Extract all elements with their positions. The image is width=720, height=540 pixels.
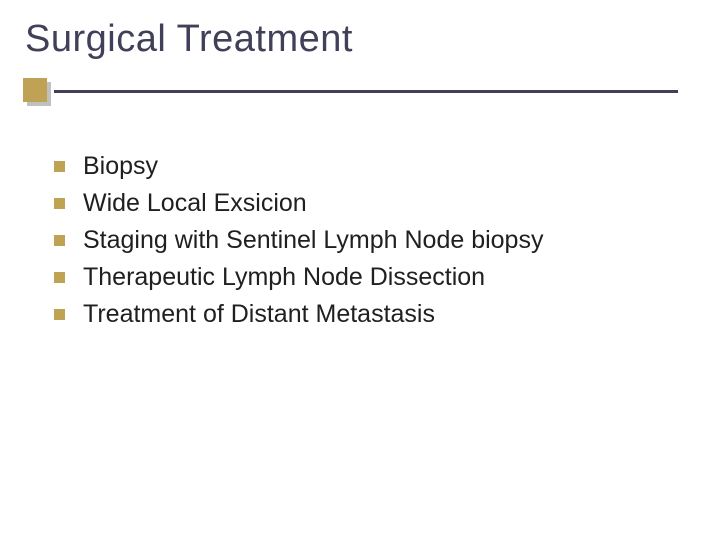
- list-item: Treatment of Distant Metastasis: [54, 298, 674, 331]
- list-item: Staging with Sentinel Lymph Node biopsy: [54, 224, 674, 257]
- accent-square-icon: [23, 78, 47, 102]
- bullet-list: Biopsy Wide Local Exsicion Staging with …: [54, 150, 674, 335]
- list-item: Therapeutic Lymph Node Dissection: [54, 261, 674, 294]
- bullet-icon: [54, 235, 65, 246]
- list-item: Biopsy: [54, 150, 674, 183]
- title-underline: [54, 90, 678, 93]
- list-item: Wide Local Exsicion: [54, 187, 674, 220]
- title-area: Surgical Treatment: [25, 18, 695, 61]
- slide-title: Surgical Treatment: [25, 18, 695, 61]
- bullet-icon: [54, 272, 65, 283]
- slide: Surgical Treatment Biopsy Wide Local Exs…: [0, 0, 720, 540]
- list-item-text: Staging with Sentinel Lymph Node biopsy: [83, 224, 543, 257]
- list-item-text: Wide Local Exsicion: [83, 187, 307, 220]
- list-item-text: Therapeutic Lymph Node Dissection: [83, 261, 485, 294]
- list-item-text: Biopsy: [83, 150, 158, 183]
- bullet-icon: [54, 161, 65, 172]
- bullet-icon: [54, 198, 65, 209]
- accent-square-front: [23, 78, 47, 102]
- bullet-icon: [54, 309, 65, 320]
- list-item-text: Treatment of Distant Metastasis: [83, 298, 435, 331]
